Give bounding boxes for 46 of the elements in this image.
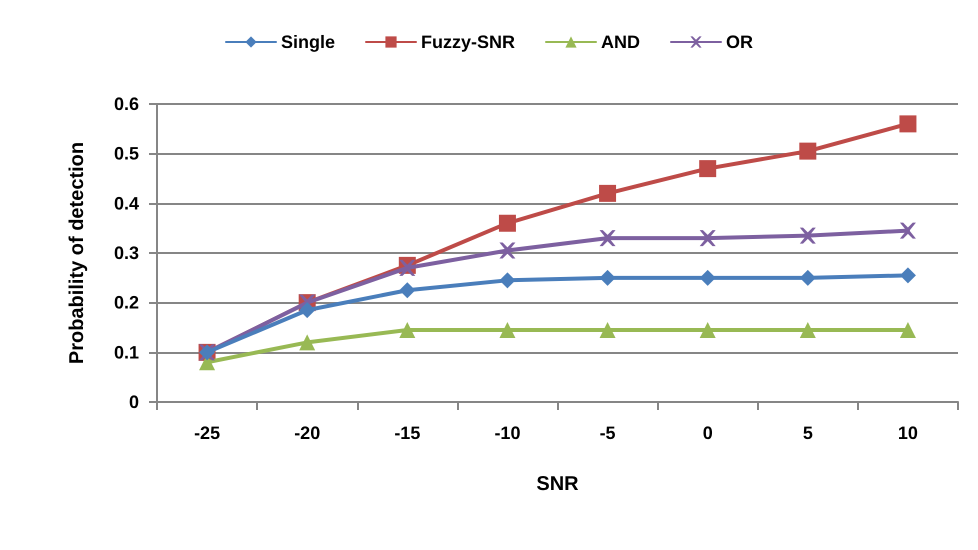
x-tick-label: -15 xyxy=(394,423,420,443)
x-tick-label: 0 xyxy=(702,423,713,443)
point xyxy=(499,272,516,288)
legend-label: Fuzzy-SNR xyxy=(421,32,516,52)
point xyxy=(700,270,716,286)
point xyxy=(299,302,316,318)
x-tick-label: -20 xyxy=(294,423,320,443)
point xyxy=(600,270,616,286)
point xyxy=(699,160,716,178)
point xyxy=(900,222,916,239)
point xyxy=(899,115,916,132)
y-axis-title: Probability of detection xyxy=(66,142,88,364)
point xyxy=(700,230,716,246)
y-tick-label: 0 xyxy=(128,392,139,412)
legend-label: OR xyxy=(726,32,754,52)
point xyxy=(299,334,316,350)
point xyxy=(700,322,716,338)
point xyxy=(399,260,416,276)
y-tick-label: 0.5 xyxy=(114,144,139,164)
x-tick-label: -5 xyxy=(600,423,616,443)
y-tick-label: 0.1 xyxy=(114,342,139,362)
y-tick-label: 0.4 xyxy=(114,193,139,214)
y-tick-label: 0.6 xyxy=(114,94,139,114)
point xyxy=(600,230,616,246)
y-tick-label: 0.2 xyxy=(114,292,139,313)
point xyxy=(399,322,416,338)
point xyxy=(498,214,516,232)
point xyxy=(900,322,916,338)
x-tick-label: 10 xyxy=(898,423,918,443)
point xyxy=(900,267,916,284)
point xyxy=(800,228,816,244)
x-axis-title: SNR xyxy=(536,473,580,495)
point xyxy=(600,322,616,338)
x-tick-label: 5 xyxy=(802,423,813,443)
y-tick-label: 0.3 xyxy=(114,243,139,263)
point xyxy=(499,322,516,338)
point xyxy=(399,282,416,298)
legend-label: Single xyxy=(281,32,336,52)
x-tick-label: -25 xyxy=(194,423,220,443)
point xyxy=(599,184,616,202)
legend-label: AND xyxy=(601,32,640,52)
point xyxy=(800,270,816,286)
point xyxy=(499,242,516,259)
x-tick-label: -10 xyxy=(494,423,520,443)
point xyxy=(800,322,816,338)
point xyxy=(799,142,816,160)
